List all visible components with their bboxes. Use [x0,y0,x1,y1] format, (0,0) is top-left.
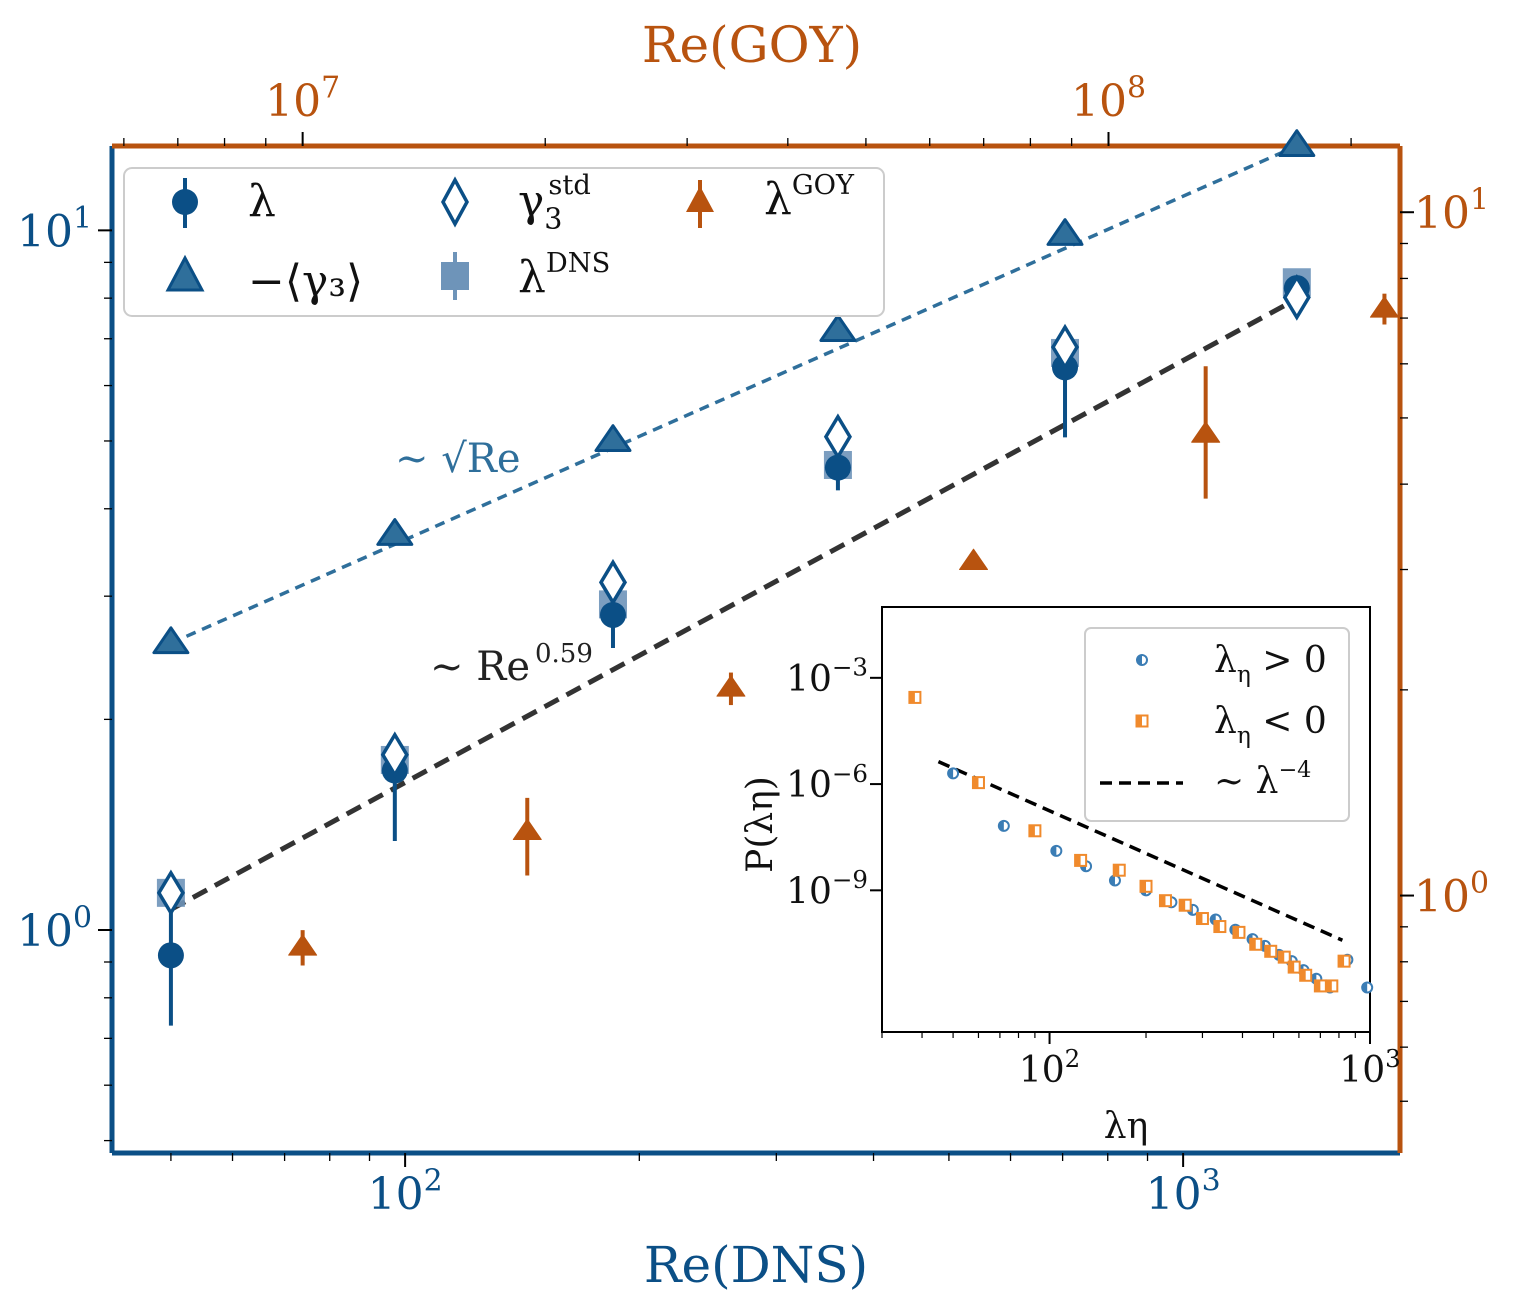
legend-neg-gamma3-marker [165,254,205,292]
legend-lambda-marker [172,189,198,215]
re-power-exponent-label: 0.59 [535,639,593,669]
neg-gamma3-marker [1046,218,1084,246]
inset-negative-marker-fill [1140,880,1147,892]
legend-lambda-label: λ [248,176,276,227]
inset-negative-marker-fill [1029,825,1035,837]
inset-legend-negative-marker-fill [1136,715,1142,727]
inset-negative-marker-fill [1314,980,1321,992]
inset-negative-marker-fill [1250,938,1256,950]
inset-positive-marker-fill [998,820,1004,831]
inset-x-tick-label: 103 [1339,1044,1400,1091]
inset-positive-marker-fill [948,768,954,779]
inset-negative-marker-fill [972,777,979,789]
lambda-goy-marker [512,818,542,841]
y-tick-label: 100 [17,901,92,957]
inset-legend-positive-label: λη > 0 [1214,640,1327,688]
neg-gamma3-marker [152,626,190,655]
inset-y-tick-label: 10−3 [786,653,868,700]
y2-tick-label: 101 [1414,183,1489,239]
inset-negative-marker-fill [1113,864,1120,876]
gamma3-std-marker [598,558,628,606]
x2-tick-label: 107 [265,71,340,127]
inset-legend-fit-label: ∼ λ−4 [1214,757,1311,802]
inset-y-axis-label: P(λη) [740,776,781,873]
lambda-goy-marker [1191,421,1221,443]
legend-gamma3-std-marker [441,176,469,228]
legend-lambda-dns-label: λDNS [518,248,610,303]
x-axis-label: Re(DNS) [644,1236,868,1294]
legend-neg-gamma3-label: −⟨γ₃⟩ [248,256,363,307]
inset-fit-line [937,760,1344,942]
inset-positive-marker-fill [1109,875,1115,886]
re-0.59-fit-line [169,296,1299,912]
inset-lambda-minus4-fit-line [937,760,1344,942]
inset-negative-marker-fill [1288,961,1295,973]
x-tick-label: 103 [1146,1164,1221,1220]
lambda-marker [157,942,184,969]
lambda-marker [824,454,851,481]
inset-negative-marker-fill [1338,955,1345,967]
legend-lambda-goy-marker [686,186,714,212]
inset-legend-positive-marker-fill [1137,655,1142,665]
inset-negative-marker-fill [1196,913,1203,925]
inset-negative-marker-fill [1233,926,1239,938]
inset-axes: 102 103 10−3 10−6 10−9 λη > 0 λη < 0 ∼ λ−4 λη … [740,606,1401,1147]
main-legend: λ γ3std λGOY −⟨γ₃⟩ λDNS [123,167,885,317]
inset-negative-marker-fill [1179,899,1186,911]
inset-negative-marker-fill [1278,951,1285,963]
legend-lambda-dns-marker [441,262,469,290]
lambda-goy-marker [716,675,746,697]
main-fit-lines [169,144,1299,912]
inset-negative-marker-fill [1300,969,1306,981]
inset-legend-negative-label: λη < 0 [1214,701,1327,749]
y-tick-label: 101 [17,201,92,257]
inset-ticks: 102 103 10−3 10−6 10−9 [786,653,1401,1091]
neg-gamma3-marker [594,424,632,452]
main-ticks: 102 103 100 101 107 108 100 101 [17,71,1489,1220]
re-power-base-label: ∼ Re [430,644,530,690]
inset-legend: λη > 0 λη < 0 ∼ λ−4 [1084,627,1350,822]
lambda-marker [599,601,626,628]
x-tick-label: 102 [368,1164,443,1220]
neg-gamma3-marker [1278,129,1316,157]
inset-positive-marker-fill [1362,982,1368,993]
re-power-annotation: ∼ Re 0.59 [430,639,593,690]
main-axes [109,143,1403,1156]
lambda-goy-marker [288,934,318,956]
main-data-markers [152,129,1399,1026]
neg-gamma3-marker [819,314,857,343]
inset-negative-marker-fill [1265,945,1271,957]
x2-tick-label: 108 [1071,71,1146,127]
gamma3-std-marker [1050,323,1080,371]
gamma3-std-marker [156,869,185,917]
lambda-goy-marker [1369,296,1399,318]
inset-negative-marker-fill [1159,895,1166,907]
inset-negative-marker-fill [909,691,915,703]
x2-axis-label: Re(GOY) [642,16,862,74]
lambda-goy-marker [959,548,989,571]
gamma3-std-marker [1282,273,1311,321]
inset-positive-marker-fill [1051,845,1057,856]
inset-y-tick-label: 10−6 [786,759,868,806]
inset-x-axis-label: λη [1104,1106,1148,1147]
inset-y-tick-label: 10−9 [786,865,868,912]
sqrt-re-fit-line [170,144,1298,645]
legend-lambda-goy-label: λGOY [764,170,855,225]
inset-x-tick-label: 102 [1019,1044,1080,1091]
inset-data-markers [908,690,1374,994]
inset-legend-box [1084,627,1350,822]
inset-negative-marker-fill [1075,854,1081,866]
y2-tick-label: 100 [1414,866,1489,922]
legend-gamma3-std-label: γ3std [518,170,591,235]
neg-gamma3-marker [376,518,414,546]
sqrt-re-annotation: ∼ √Re [395,436,521,482]
inset-negative-marker-fill [1214,921,1220,933]
gamma3-std-marker [823,413,852,461]
inset-negative-marker-fill [1326,980,1332,992]
gamma3-std-marker [380,731,409,779]
